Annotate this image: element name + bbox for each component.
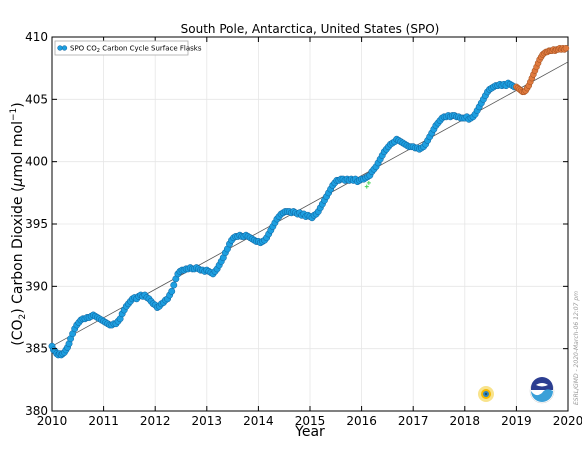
x-tick-label: 2018 — [450, 414, 481, 428]
chart-title: South Pole, Antarctica, United States (S… — [181, 22, 440, 36]
y-tick-label: 405 — [25, 92, 48, 106]
x-tick-label: 2011 — [88, 414, 119, 428]
x-tick-label: 2015 — [295, 414, 326, 428]
flask-point — [170, 281, 178, 289]
y-axis-label: (CO2) Carbon Dioxide (μmol mol−1) — [9, 102, 28, 346]
y-tick-label: 400 — [25, 155, 48, 169]
outlier-point — [366, 180, 371, 185]
legend-label-part-2: Carbon Cycle Surface Flasks — [100, 45, 202, 53]
flask-point — [168, 287, 176, 295]
y-tick-label: 385 — [25, 342, 48, 356]
y-tick-label: 395 — [25, 217, 48, 231]
x-tick-label: 2013 — [192, 414, 223, 428]
x-tick-label: 2012 — [140, 414, 171, 428]
x-tick-label: 2016 — [346, 414, 377, 428]
x-tick-label: 2017 — [398, 414, 429, 428]
y-tick-label: 410 — [25, 30, 48, 44]
legend-marker — [57, 45, 63, 51]
y-label-part-4: ) — [10, 102, 26, 107]
points-layer — [48, 44, 570, 359]
legend-label: SPO CO2 Carbon Cycle Surface Flasks — [70, 45, 202, 55]
x-tick-label: 2020 — [553, 414, 582, 428]
y-label-subscript: 2 — [18, 314, 28, 320]
noaa-logo-icon — [529, 377, 555, 404]
y-label-superscript: −1 — [9, 108, 19, 121]
legend-label-part-1: SPO CO — [70, 45, 97, 53]
y-label-part-2: ) Carbon Dioxide ( — [10, 187, 26, 314]
credit-text: ESRL/GMD - 2020-March-06 12:07 pm — [573, 291, 580, 405]
legend-label-subscript: 2 — [97, 48, 100, 54]
y-label-mu: μ — [10, 178, 26, 188]
y-ticks: 380 385 390 395 400 405 410 — [25, 30, 568, 418]
legend: SPO CO2 Carbon Cycle Surface Flasks — [54, 40, 202, 56]
y-tick-label: 390 — [25, 279, 48, 293]
x-tick-label: 2014 — [243, 414, 274, 428]
y-label-part-3: mol mol — [10, 121, 26, 178]
x-ticks: 2010 2011 2012 2013 2014 2015 2016 2017 2018 2019… — [37, 37, 582, 428]
y-tick-label: 380 — [25, 404, 48, 418]
legend-marker — [61, 45, 68, 51]
preliminary-point — [562, 44, 570, 52]
x-tick-label: 2010 — [37, 414, 68, 428]
legend-box — [54, 40, 189, 56]
x-axis-label: Year — [294, 424, 325, 440]
x-tick-label: 2019 — [501, 414, 532, 428]
y-label-part-1: (CO — [10, 319, 26, 345]
sun-logo-icon — [478, 386, 494, 402]
outlier-point — [364, 184, 369, 189]
